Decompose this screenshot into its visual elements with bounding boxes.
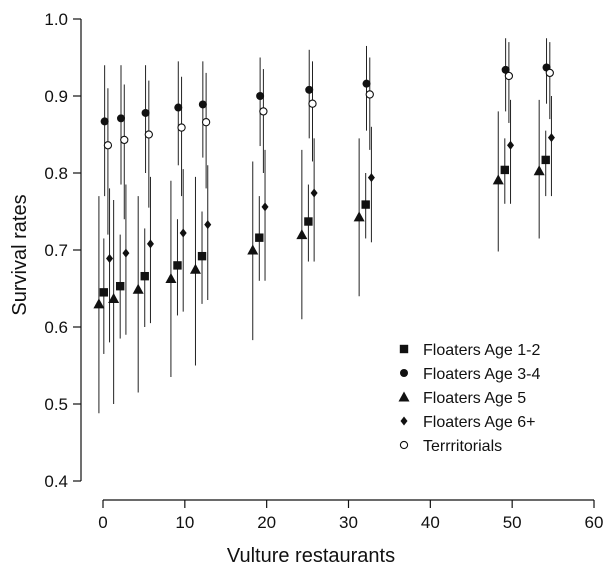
data-point [500, 165, 510, 175]
legend: Floaters Age 1-2 Floaters Age 3-4 Floaters… [398, 342, 541, 455]
y-tick-label: 0.6 [44, 318, 68, 337]
legend-label: Floaters Age 6+ [423, 414, 536, 431]
data-point [361, 200, 370, 209]
legend-label: Floaters Age 5 [423, 390, 526, 407]
data-point [99, 288, 109, 297]
data-point [247, 244, 259, 255]
data-point [259, 107, 268, 116]
data-point [100, 117, 109, 126]
data-point [132, 283, 144, 294]
x-tick-label: 20 [257, 513, 276, 532]
data-point [198, 100, 207, 109]
x-tick-label: 40 [421, 513, 440, 532]
data-point [122, 248, 130, 258]
data-point [367, 173, 375, 183]
data-point [501, 65, 510, 74]
data-point [261, 202, 269, 212]
data-point [504, 71, 514, 81]
x-tick-label: 10 [175, 513, 194, 532]
data-point [365, 90, 374, 99]
y-axis-title: Survival rates [9, 194, 31, 315]
legend-label: Floaters Age 1-2 [423, 342, 541, 359]
legend-marker [399, 344, 409, 354]
data-point [255, 233, 264, 242]
data-point [362, 79, 371, 88]
data-point [103, 141, 113, 150]
y-tick-label: 0.8 [44, 164, 68, 183]
y-tick-label: 0.5 [44, 395, 68, 414]
x-tick-label: 60 [585, 513, 604, 532]
data-markers [93, 63, 555, 309]
legend-label: Floaters Age 3-4 [423, 366, 541, 383]
x-tick-label: 30 [339, 513, 358, 532]
data-point [201, 118, 211, 127]
data-point [177, 123, 186, 132]
data-point [117, 114, 126, 123]
data-point [173, 261, 182, 270]
x-axis-title: Vulture restaurants [227, 545, 395, 567]
data-point [545, 68, 554, 78]
y-tick-label: 0.4 [44, 472, 68, 491]
x-tick-label: 50 [503, 513, 522, 532]
data-point [120, 135, 129, 145]
data-point [179, 228, 187, 238]
legend-marker [400, 369, 408, 377]
data-point [204, 220, 212, 230]
data-point [165, 272, 177, 283]
data-point [140, 271, 149, 281]
legend-marker [399, 440, 409, 450]
data-point [256, 92, 265, 100]
data-point [541, 155, 550, 165]
y-tick-label: 1.0 [44, 10, 68, 29]
y-tick-label: 0.9 [44, 87, 68, 106]
data-point [197, 251, 207, 261]
data-point [144, 130, 153, 139]
data-point [304, 217, 313, 226]
data-point [305, 85, 314, 94]
data-point [492, 174, 504, 185]
data-point [310, 188, 318, 198]
data-point [146, 239, 154, 249]
data-point [296, 229, 308, 240]
legend-label: Terrritorials [423, 438, 502, 455]
data-point [174, 103, 183, 112]
data-point [308, 99, 317, 108]
x-tick-label: 0 [98, 513, 107, 532]
data-point [106, 253, 114, 263]
data-point [115, 281, 125, 291]
data-point [353, 211, 365, 222]
data-point [141, 108, 150, 117]
legend-marker [398, 391, 410, 402]
data-point [189, 263, 201, 274]
axes: 0.4 0.5 0.6 0.7 0.8 0.9 1.0 0 10 20 30 40 50 60 [44, 10, 603, 532]
data-point [108, 293, 120, 304]
legend-marker [400, 416, 408, 426]
data-point [93, 298, 105, 309]
data-point [507, 140, 515, 150]
data-point [547, 133, 555, 143]
data-point [533, 165, 545, 176]
y-tick-label: 0.7 [44, 241, 68, 260]
